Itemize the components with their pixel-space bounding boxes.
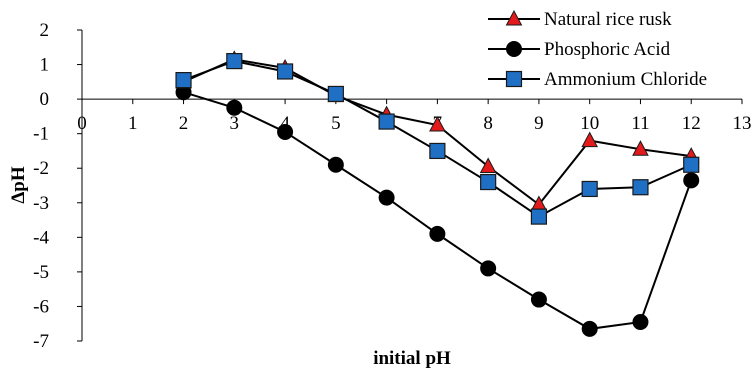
x-tick-label: 12 <box>682 113 701 134</box>
legend: Natural rice rusk Phosphoric Acid Ammonium… <box>488 9 707 90</box>
x-tick-label: 3 <box>230 113 240 134</box>
data-point-circle <box>226 99 243 116</box>
y-tick-label: 0 <box>40 89 50 110</box>
legend-item: Natural rice rusk <box>488 9 672 30</box>
axes <box>81 30 742 341</box>
x-tick-label: 11 <box>631 113 649 134</box>
legend-marker-circle <box>506 41 522 57</box>
data-point-square <box>378 113 395 130</box>
data-point-circle <box>581 320 598 337</box>
data-point-square <box>175 72 192 89</box>
y-tick-label: -1 <box>33 124 49 145</box>
data-point-square <box>581 180 598 198</box>
data-point-square <box>327 85 344 103</box>
legend-item: Ammonium Chloride <box>488 69 707 90</box>
legend-label: Natural rice rusk <box>544 9 672 30</box>
data-point-circle <box>480 260 497 277</box>
x-tick-label: 8 <box>483 113 493 134</box>
data-point-circle <box>378 189 395 206</box>
data-point-circle <box>530 291 547 308</box>
x-tick-label: 1 <box>128 113 138 134</box>
legend-marker-triangle <box>505 9 523 26</box>
ticks: 210-1-2-3-4-5-6-7012345678910111213 <box>33 20 751 352</box>
x-tick-label: 9 <box>534 113 544 134</box>
y-tick-label: -6 <box>33 296 49 317</box>
data-point-square <box>683 156 700 173</box>
data-point-circle <box>277 123 294 140</box>
x-tick-label: 4 <box>280 113 290 134</box>
data-point-square <box>480 173 497 191</box>
y-tick-label: -4 <box>33 227 49 248</box>
data-point-triangle <box>429 115 446 132</box>
data-point-triangle <box>581 131 599 148</box>
data-point-circle <box>429 225 446 242</box>
data-point-square <box>632 179 649 196</box>
data-point-square <box>429 142 446 160</box>
data-point-square <box>276 63 294 80</box>
legend-label: Phosphoric Acid <box>544 39 671 60</box>
series <box>175 50 700 337</box>
series-ammonium-chloride <box>175 52 700 225</box>
y-tick-label: -3 <box>33 193 49 214</box>
legend-item: Phosphoric Acid <box>488 39 671 60</box>
data-point-triangle <box>479 157 497 173</box>
legend-marker-square <box>505 70 523 88</box>
y-axis-title: ΔpH <box>8 166 29 203</box>
y-tick-label: 1 <box>40 55 50 76</box>
data-point-circle <box>632 313 649 330</box>
legend-label: Ammonium Chloride <box>544 69 707 90</box>
y-tick-label: -7 <box>33 331 49 352</box>
y-tick-label: 2 <box>40 20 50 41</box>
data-point-square <box>530 208 548 225</box>
data-point-circle <box>327 156 344 173</box>
x-tick-label: 13 <box>733 113 752 134</box>
data-point-circle <box>683 172 700 189</box>
series-phosphoric-acid <box>175 84 700 337</box>
x-tick-label: 0 <box>77 113 87 134</box>
y-tick-label: -5 <box>33 262 49 283</box>
x-tick-label: 5 <box>331 113 341 134</box>
data-point-square <box>226 52 243 70</box>
y-tick-label: -2 <box>33 158 49 179</box>
x-axis-title: initial pH <box>373 348 451 369</box>
data-point-triangle <box>632 140 649 156</box>
x-tick-label: 2 <box>179 113 189 134</box>
x-tick-label: 10 <box>580 113 599 134</box>
